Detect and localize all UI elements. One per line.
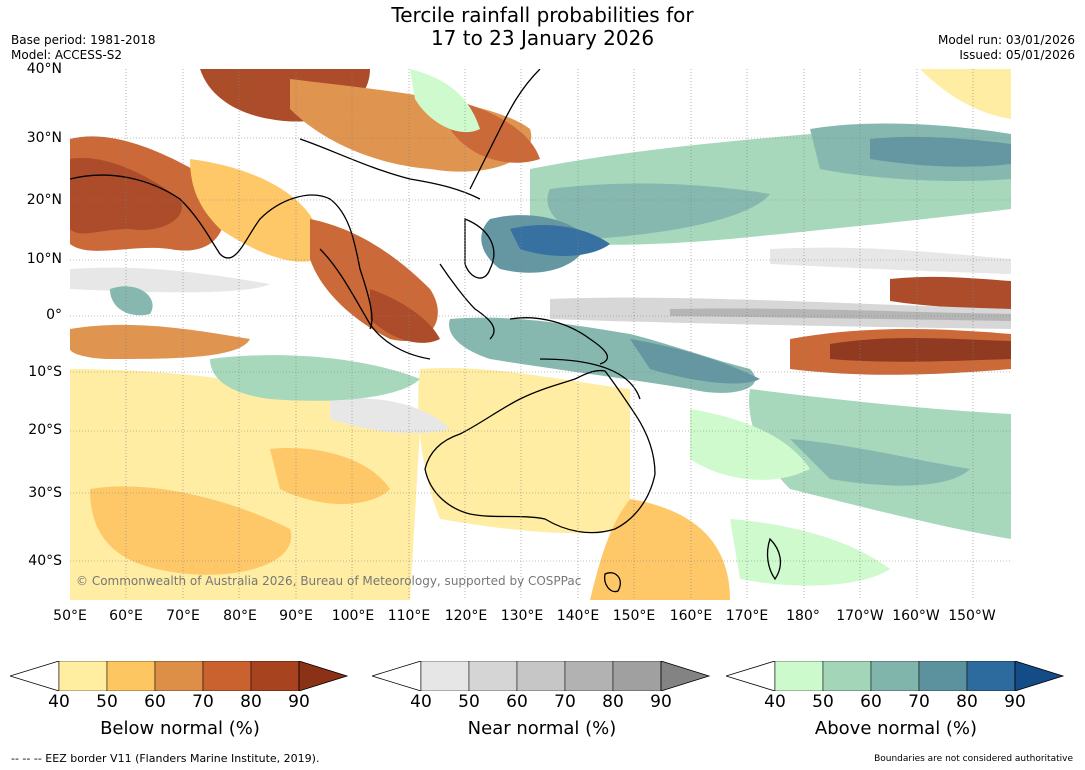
cbar-tick: 60 xyxy=(144,692,166,712)
graticule xyxy=(70,69,1011,600)
cbar-swatch xyxy=(468,661,518,691)
cbar-swatch xyxy=(774,661,824,691)
lon-label: 120°E xyxy=(444,608,488,624)
lon-label: 160°W xyxy=(892,608,940,624)
cbar-swatch xyxy=(918,661,968,691)
cbar-swatch xyxy=(106,661,156,691)
title-line-1: Tercile rainfall probabilities for xyxy=(391,3,694,27)
lon-label: 80°E xyxy=(223,608,257,624)
boundary-disclaimer: Boundaries are not considered authoritat… xyxy=(874,754,1073,764)
cbar-tick: 90 xyxy=(288,692,310,712)
rainfall-map xyxy=(70,69,1011,600)
cbar-swatch xyxy=(564,661,614,691)
cbar-tick: 50 xyxy=(96,692,118,712)
cbar-swatch xyxy=(612,661,662,691)
cbar-tick: 90 xyxy=(650,692,672,712)
cbar-swatch xyxy=(1014,661,1065,691)
cbar-swatch xyxy=(298,661,349,691)
lat-label: 30°S xyxy=(28,485,62,501)
cbar-swatch xyxy=(966,661,1016,691)
colorbar-title-near: Near normal (%) xyxy=(467,718,617,739)
cbar-swatch xyxy=(516,661,566,691)
coastlines xyxy=(70,69,782,593)
lon-label: 70°E xyxy=(166,608,200,624)
lat-label: 20°S xyxy=(28,422,62,438)
cbar-tick: 60 xyxy=(860,692,882,712)
issued-date: Issued: 05/01/2026 xyxy=(959,48,1075,62)
cbar-tick: 70 xyxy=(908,692,930,712)
model-run: Model run: 03/01/2026 xyxy=(937,33,1075,47)
cbar-swatch xyxy=(822,661,872,691)
model-name: Model: ACCESS-S2 xyxy=(11,48,123,62)
cbar-swatch xyxy=(58,661,108,691)
colorbar-near-normal xyxy=(372,661,712,691)
cbar-tick: 90 xyxy=(1004,692,1026,712)
cbar-tick: 70 xyxy=(192,692,214,712)
lon-label: 180° xyxy=(786,608,820,624)
cbar-tick: 80 xyxy=(956,692,978,712)
colorbar-below-normal xyxy=(10,661,350,691)
lat-label: 10°S xyxy=(28,364,62,380)
lon-label: 90°E xyxy=(279,608,313,624)
cbar-swatch xyxy=(420,661,470,691)
probability-shading xyxy=(70,69,1011,600)
cbar-swatch xyxy=(870,661,920,691)
meta-left: Base period: 1981-2018 Model: ACCESS-S2 xyxy=(11,33,156,63)
base-period: Base period: 1981-2018 xyxy=(11,33,156,47)
lon-label: 100°E xyxy=(331,608,375,624)
lat-label: 40°N xyxy=(26,61,62,77)
cbar-tick: 40 xyxy=(410,692,432,712)
lon-label: 170°E xyxy=(725,608,769,624)
lat-label: 0° xyxy=(46,307,62,323)
colorbar-title-above: Above normal (%) xyxy=(814,718,978,739)
lat-label: 20°N xyxy=(26,192,62,208)
lat-label: 30°N xyxy=(26,130,62,146)
cbar-swatch xyxy=(660,661,711,691)
cbar-tick: 60 xyxy=(506,692,528,712)
cbar-tick: 40 xyxy=(48,692,70,712)
meta-right: Model run: 03/01/2026 Issued: 05/01/2026 xyxy=(938,33,1075,63)
lon-label: 110°E xyxy=(387,608,431,624)
lon-label: 130°E xyxy=(500,608,544,624)
lon-label: 170°W xyxy=(836,608,884,624)
colorbar-above-normal xyxy=(726,661,1066,691)
cbar-tick: 80 xyxy=(240,692,262,712)
lon-label: 150°W xyxy=(948,608,996,624)
lat-label: 40°S xyxy=(28,553,62,569)
cbar-swatch xyxy=(154,661,204,691)
lon-label: 140°E xyxy=(556,608,600,624)
cbar-tick: 50 xyxy=(458,692,480,712)
lon-label: 50°E xyxy=(53,608,87,624)
copyright-notice: © Commonwealth of Australia 2026, Bureau… xyxy=(76,574,582,588)
map-title: Tercile rainfall probabilities for 17 to… xyxy=(0,4,1085,50)
cbar-tick: 40 xyxy=(764,692,786,712)
title-line-2: 17 to 23 January 2026 xyxy=(430,26,655,50)
lon-label: 160°E xyxy=(669,608,713,624)
lon-label: 150°E xyxy=(612,608,656,624)
colorbar-title-below: Below normal (%) xyxy=(100,718,260,739)
lat-label: 10°N xyxy=(26,251,62,267)
cbar-tick: 50 xyxy=(812,692,834,712)
cbar-tick: 70 xyxy=(554,692,576,712)
cbar-swatch xyxy=(202,661,252,691)
cbar-tick: 80 xyxy=(602,692,624,712)
lon-label: 60°E xyxy=(109,608,143,624)
eez-legend: -- -- -- EEZ border V11 (Flanders Marine… xyxy=(11,752,320,765)
cbar-swatch xyxy=(250,661,300,691)
